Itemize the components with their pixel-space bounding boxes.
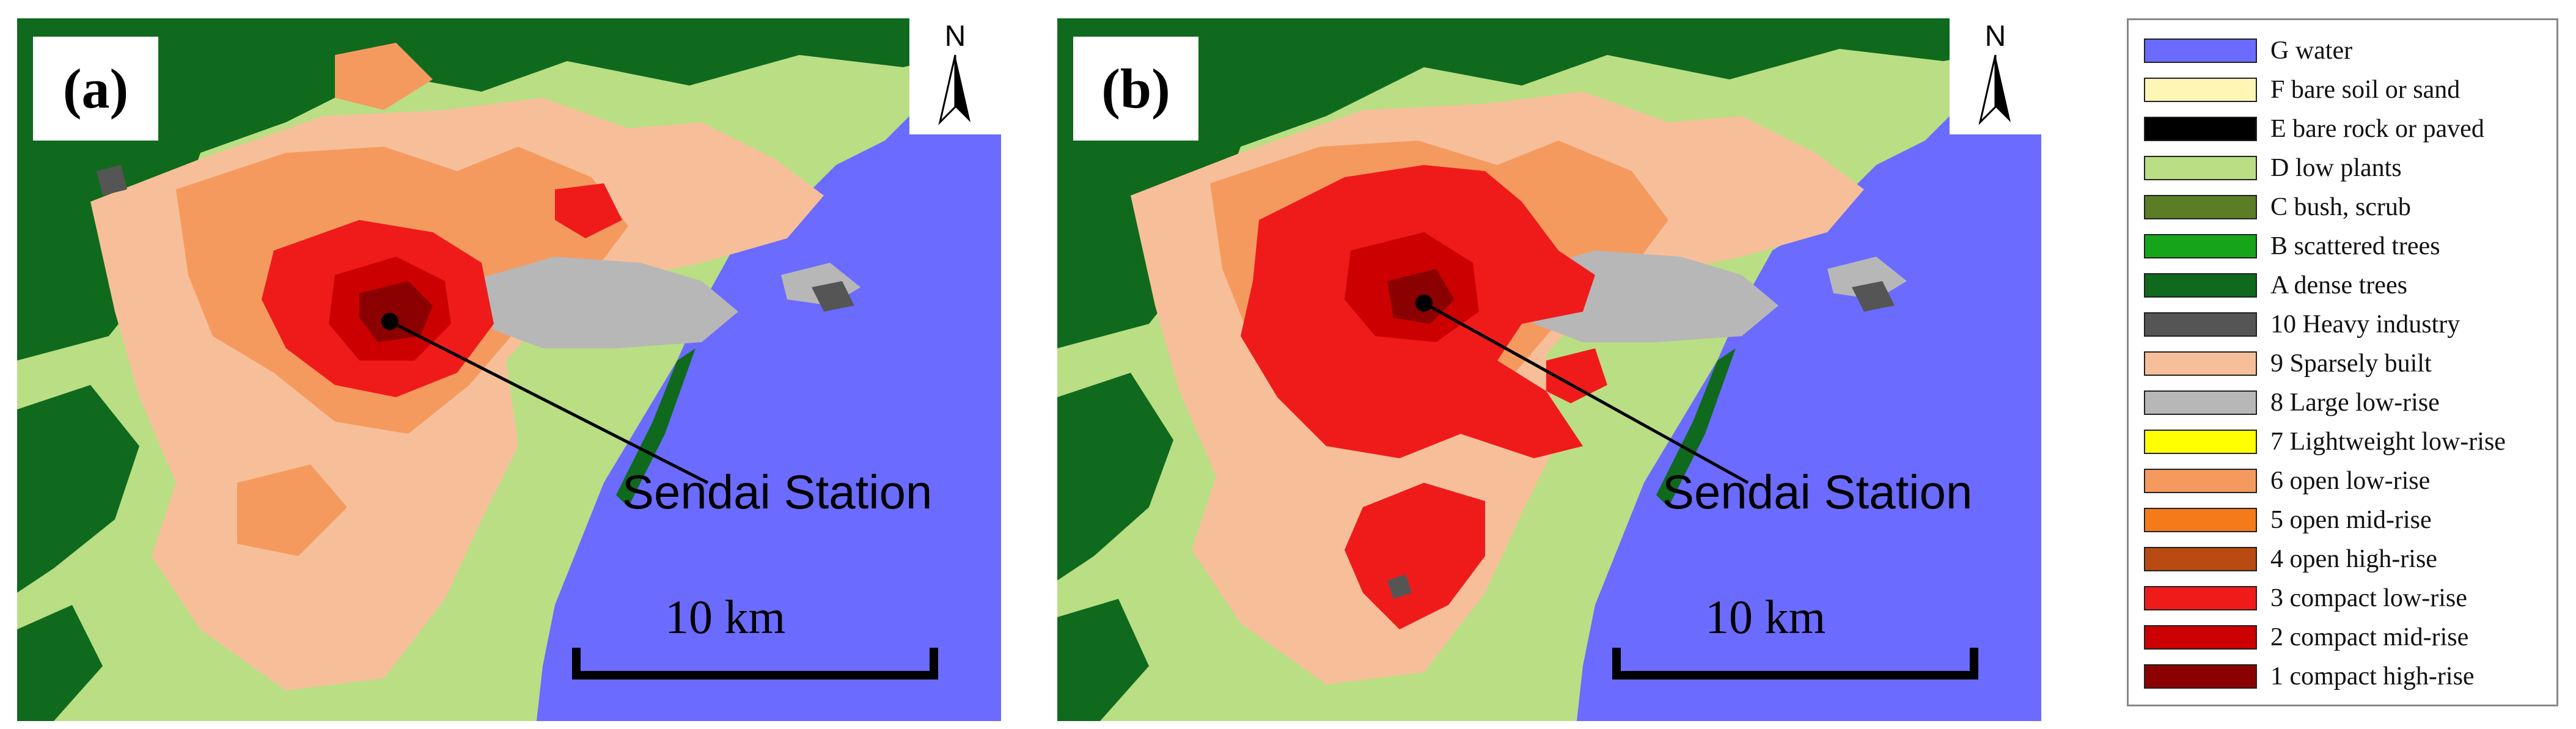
legend-swatch	[2144, 273, 2257, 298]
legend-swatch	[2144, 234, 2257, 258]
legend-swatch	[2144, 117, 2257, 141]
legend-swatch	[2144, 625, 2257, 650]
legend-item: E bare rock or paved	[2129, 109, 2484, 148]
legend-swatch	[2144, 38, 2257, 63]
legend-item: 7 Lightweight low-rise	[2129, 422, 2506, 461]
legend-label: 1 compact high-rise	[2270, 662, 2475, 691]
legend-label: 6 open low-rise	[2270, 467, 2431, 495]
legend-item: 1 compact high-rise	[2129, 657, 2475, 696]
legend-item: 8 Large low-rise	[2129, 383, 2440, 422]
panel-label: (b)	[1073, 37, 1198, 141]
north-arrow-icon	[1978, 54, 2011, 125]
legend-item: G water	[2129, 31, 2352, 70]
legend-label: 3 compact low-rise	[2270, 584, 2467, 612]
legend-item: F bare soil or sand	[2129, 70, 2460, 109]
legend-label: G water	[2270, 37, 2353, 65]
legend-label: E bare rock or paved	[2270, 115, 2484, 143]
map-panel-b: (b) N Sendai Station 10 km	[1057, 18, 2041, 721]
scale-bar	[572, 648, 938, 680]
legend-label: 5 open mid-rise	[2270, 506, 2432, 534]
legend-label: 2 compact mid-rise	[2270, 623, 2469, 651]
legend-label: B scattered trees	[2270, 232, 2440, 260]
lcz-map-b	[1057, 18, 2041, 721]
legend-swatch	[2144, 664, 2257, 689]
legend-swatch	[2144, 195, 2257, 219]
station-marker-overlay	[381, 313, 938, 680]
legend-item: C bush, scrub	[2129, 188, 2411, 227]
legend-item: 5 open mid-rise	[2129, 500, 2432, 540]
north-arrow-icon	[938, 54, 971, 125]
scale-bar	[1612, 648, 1978, 680]
legend-label: F bare soil or sand	[2270, 76, 2460, 104]
legend: G water F bare soil or sand E bare rock or…	[2127, 18, 2558, 706]
legend-label: 4 open high-rise	[2270, 545, 2437, 573]
station-leader-line	[389, 320, 709, 485]
legend-label: C bush, scrub	[2270, 193, 2411, 221]
legend-item: 4 open high-rise	[2129, 540, 2437, 579]
legend-swatch	[2144, 351, 2257, 376]
station-leader-line	[1423, 301, 1749, 485]
legend-swatch	[2144, 156, 2257, 180]
map-panel-a: (a) N Sendai Station 10 km	[17, 18, 1001, 721]
station-label: Sendai Station	[622, 465, 933, 519]
lcz-map-a	[17, 18, 1001, 721]
scale-label: 10 km	[665, 590, 786, 643]
station-label: Sendai Station	[1662, 465, 1973, 519]
legend-label: A dense trees	[2270, 271, 2407, 299]
legend-item: 10 Heavy industry	[2129, 305, 2460, 344]
legend-label: 9 Sparsely built	[2270, 350, 2432, 378]
legend-swatch	[2144, 508, 2257, 532]
legend-swatch	[2144, 547, 2257, 571]
legend-label: 10 Heavy industry	[2270, 310, 2460, 339]
north-arrow: N	[909, 18, 1001, 134]
legend-swatch	[2144, 312, 2257, 337]
legend-label: D low plants	[2270, 154, 2402, 182]
legend-swatch	[2144, 430, 2257, 454]
legend-item: D low plants	[2129, 148, 2402, 188]
panel-label: (a)	[33, 37, 158, 141]
north-label: N	[944, 20, 966, 53]
scale-label: 10 km	[1705, 590, 1826, 643]
legend-item: 6 open low-rise	[2129, 461, 2430, 500]
legend-item: 2 compact mid-rise	[2129, 618, 2468, 657]
station-marker-overlay	[1415, 295, 1978, 680]
north-arrow: N	[1950, 18, 2041, 134]
legend-item: A dense trees	[2129, 266, 2407, 305]
legend-item: 3 compact low-rise	[2129, 579, 2467, 618]
legend-label: 8 Large low-rise	[2270, 389, 2440, 417]
legend-label: 7 Lightweight low-rise	[2270, 428, 2506, 456]
legend-item: B scattered trees	[2129, 227, 2440, 266]
legend-swatch	[2144, 469, 2257, 493]
legend-swatch	[2144, 586, 2257, 610]
legend-swatch	[2144, 390, 2257, 415]
north-label: N	[1984, 20, 2006, 53]
legend-item: 9 Sparsely built	[2129, 344, 2432, 383]
legend-swatch	[2144, 78, 2257, 102]
